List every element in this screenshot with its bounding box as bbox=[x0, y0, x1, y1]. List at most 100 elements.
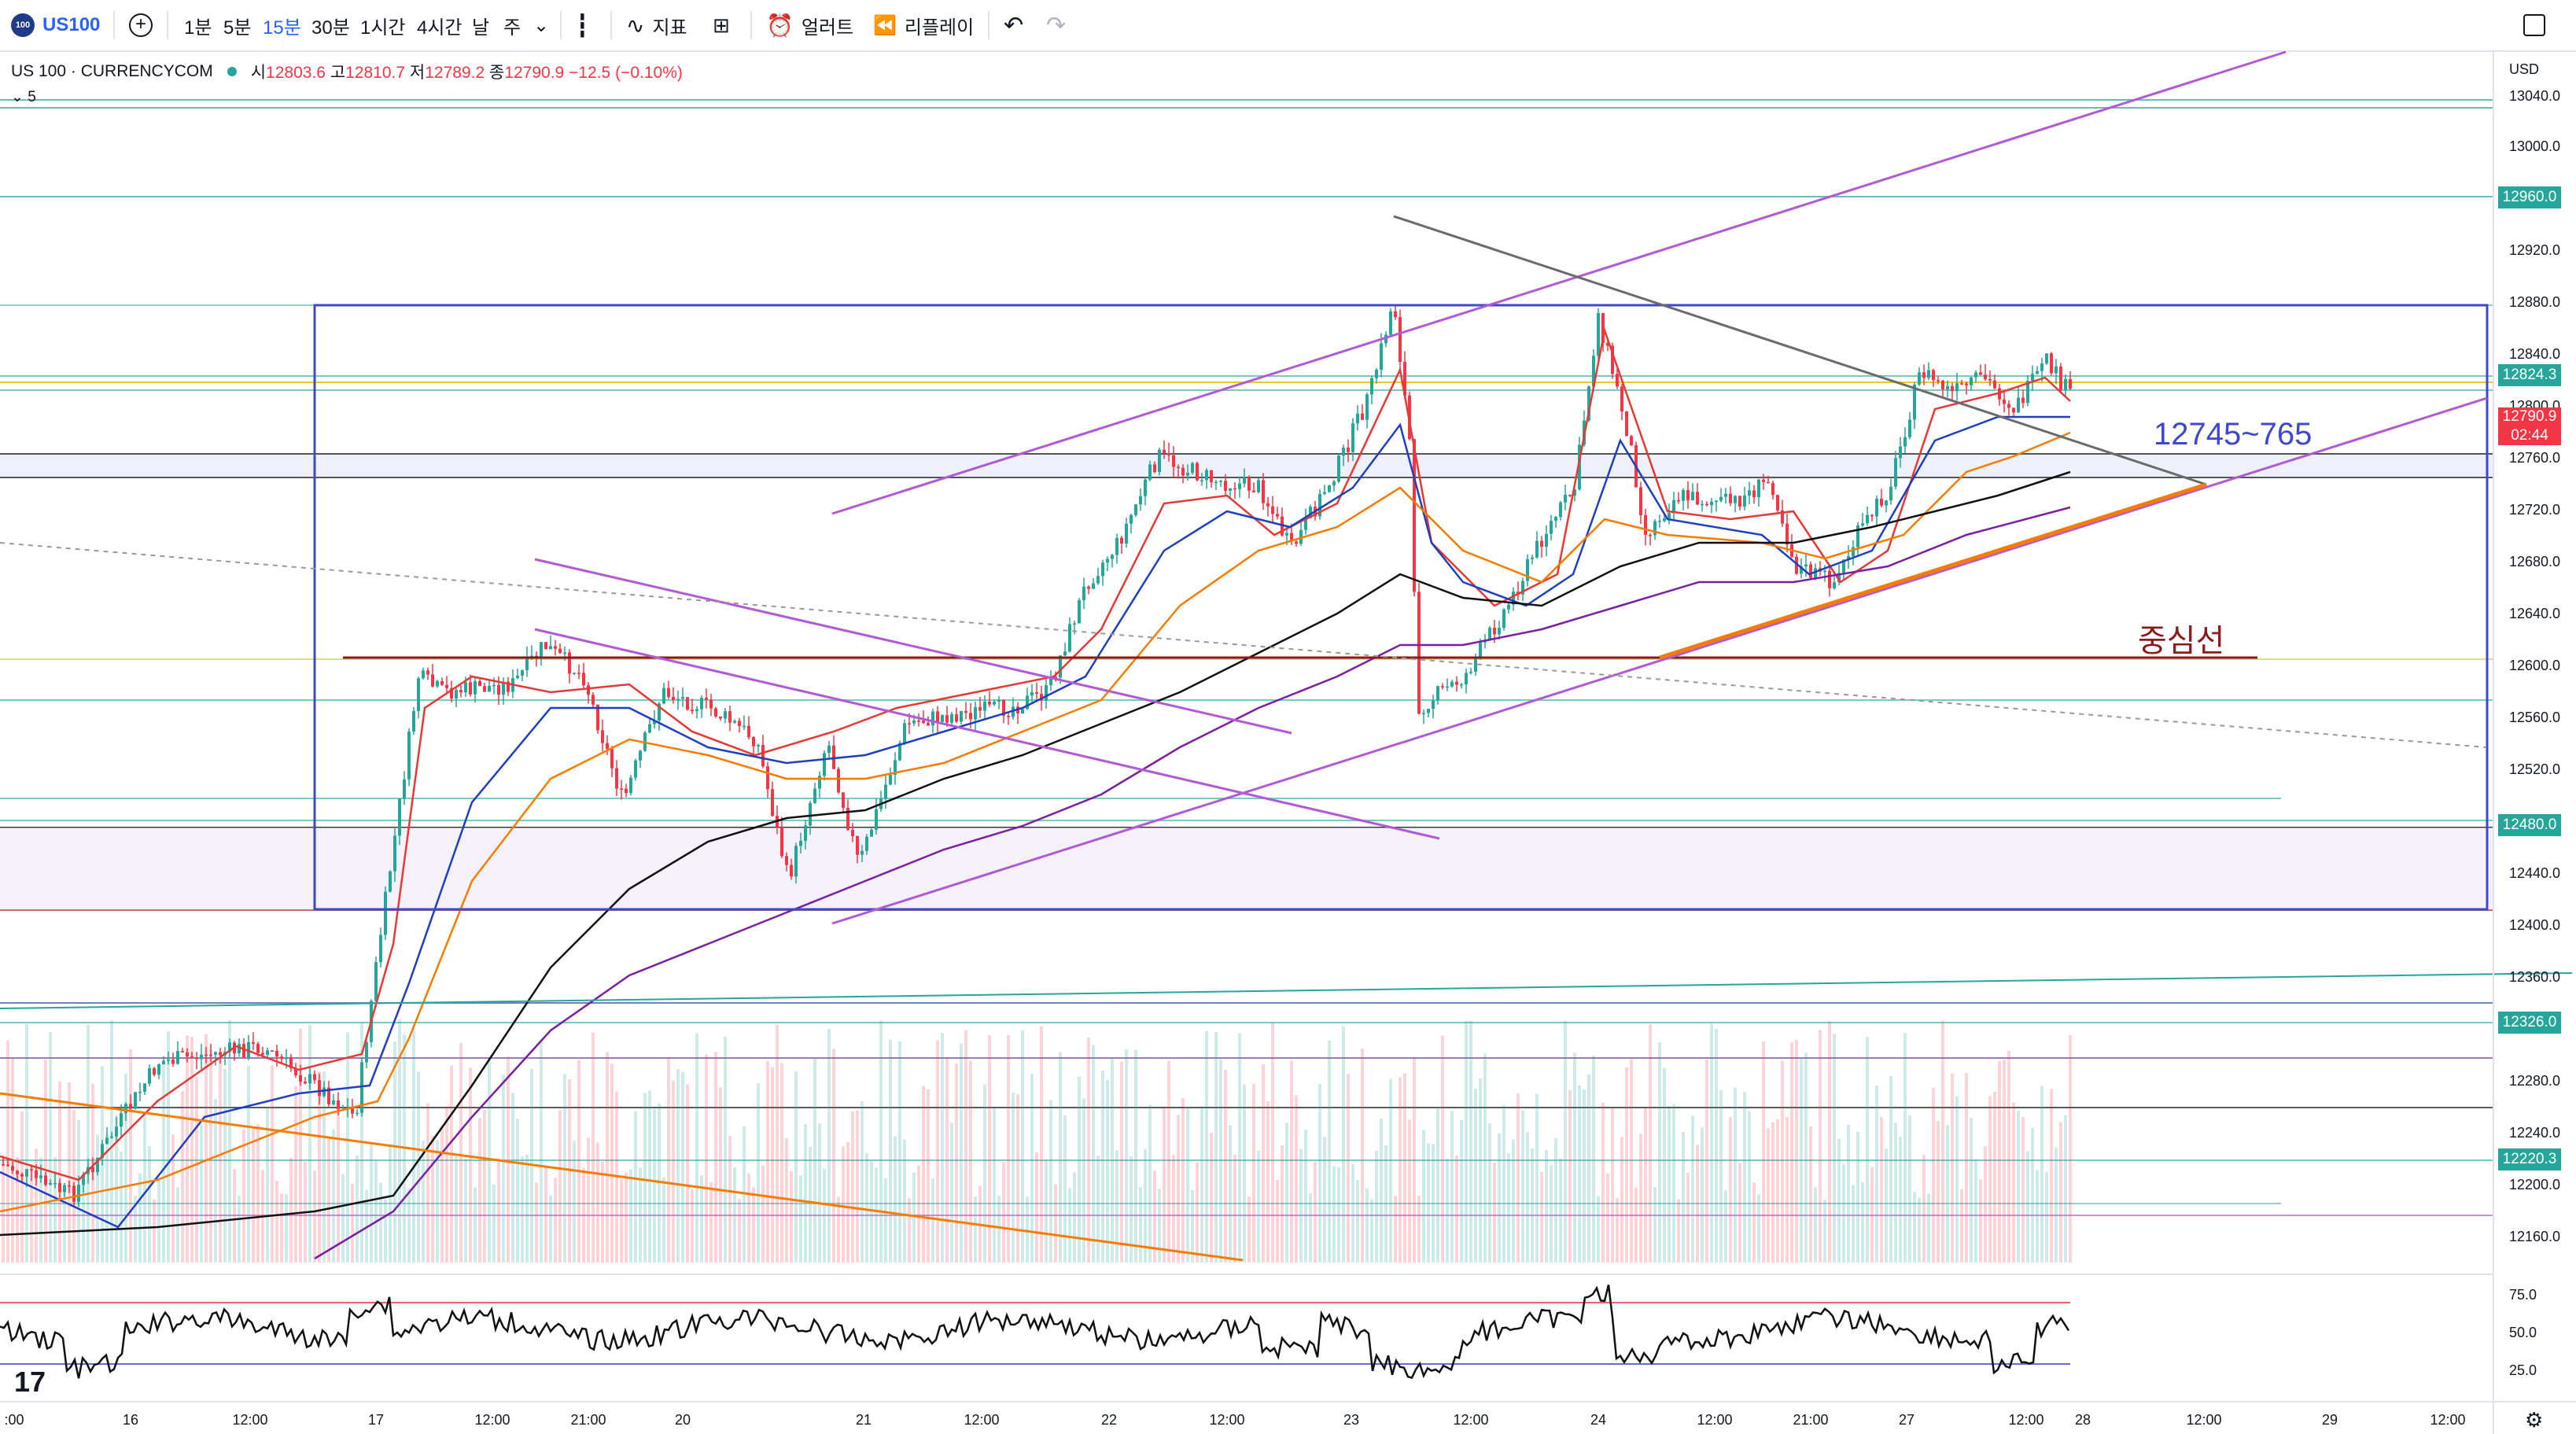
range-annotation[interactable]: 12745~765 bbox=[2154, 417, 2313, 452]
volume-bar bbox=[1106, 1079, 1109, 1263]
candle-body bbox=[1219, 481, 1222, 482]
templates-button[interactable]: ⊞ bbox=[713, 0, 730, 50]
volume-bar bbox=[766, 1061, 769, 1263]
candle-body bbox=[1474, 658, 1477, 672]
fullscreen-button[interactable] bbox=[2523, 0, 2545, 50]
price-tick: 12240.0 bbox=[2509, 1125, 2561, 1141]
volume-bar bbox=[2, 1155, 5, 1263]
volume-bar bbox=[1823, 1199, 1826, 1263]
interval-30m[interactable]: 30분 bbox=[311, 0, 350, 50]
orange-trendline-lower bbox=[0, 1092, 1244, 1262]
volume-bar bbox=[25, 1023, 28, 1263]
volume-bar bbox=[1597, 1196, 1600, 1263]
volume-bar bbox=[1970, 1118, 1973, 1263]
volume-bar bbox=[700, 1175, 703, 1263]
volume-bar bbox=[1804, 1052, 1808, 1263]
volume-bar bbox=[813, 1058, 816, 1263]
ma-blue bbox=[0, 415, 2070, 1229]
volume-bar bbox=[1922, 1155, 1926, 1263]
volume-bar bbox=[1498, 1133, 1501, 1263]
undo-button[interactable]: ↶ bbox=[1004, 0, 1023, 50]
volume-bar bbox=[728, 1136, 732, 1263]
volume-bar bbox=[846, 1141, 849, 1263]
price-tick: 12920.0 bbox=[2509, 242, 2561, 258]
volume-bar bbox=[1639, 1134, 1642, 1263]
candle-body bbox=[308, 1074, 311, 1084]
volume-bar bbox=[516, 1119, 519, 1263]
candle-body bbox=[1852, 547, 1855, 557]
candle-body bbox=[1771, 483, 1774, 496]
volume-bar bbox=[1493, 1163, 1496, 1263]
candle-body bbox=[1814, 568, 1817, 578]
volume-bar bbox=[1634, 1187, 1638, 1263]
volume-bar bbox=[1219, 1059, 1222, 1263]
volume-bar bbox=[459, 1042, 463, 1263]
interval-week[interactable]: 주 bbox=[503, 0, 521, 50]
volume-bar bbox=[478, 1118, 481, 1263]
indicator-legend-row[interactable]: ⌄ 5 bbox=[11, 88, 36, 106]
interval-1h[interactable]: 1시간 bbox=[360, 0, 406, 50]
candle-body bbox=[1007, 716, 1010, 717]
osc-tick: 50.0 bbox=[2509, 1325, 2537, 1340]
candle-body bbox=[691, 710, 694, 712]
interval-15m[interactable]: 15분 bbox=[263, 0, 301, 50]
candle-body bbox=[993, 701, 996, 705]
time-tick: 16 bbox=[122, 1412, 139, 1428]
symbol-title[interactable]: US 100 · CURRENCYCOM bbox=[11, 62, 213, 80]
indicators-button[interactable]: ∿ 지표 bbox=[626, 0, 687, 50]
time-tick: 20 bbox=[674, 1412, 691, 1428]
interval-day[interactable]: 날 bbox=[472, 0, 489, 50]
candle-body bbox=[186, 1052, 189, 1057]
candle-body bbox=[1455, 681, 1458, 685]
volume-bar bbox=[1903, 1033, 1907, 1263]
candle-body bbox=[785, 856, 788, 865]
candle-body bbox=[417, 678, 420, 711]
volume-bar bbox=[356, 1155, 359, 1263]
interval-5m[interactable]: 5분 bbox=[223, 0, 251, 50]
candle-body bbox=[709, 699, 713, 709]
candle-body bbox=[1271, 506, 1274, 514]
time-tick: 12:00 bbox=[2186, 1412, 2222, 1428]
candle-body bbox=[2031, 374, 2034, 382]
volume-bar bbox=[35, 1148, 38, 1263]
volume-bar bbox=[1040, 1026, 1043, 1263]
candle-body bbox=[1672, 500, 1675, 514]
candle-body bbox=[1045, 684, 1048, 701]
candle-body bbox=[389, 871, 392, 892]
candle-body bbox=[558, 648, 562, 654]
indicators-icon: ∿ bbox=[626, 13, 645, 38]
interval-4h[interactable]: 4시간 bbox=[417, 0, 463, 50]
interval-1m[interactable]: 1분 bbox=[184, 0, 212, 50]
symbol-search-button[interactable]: 100 US100 bbox=[11, 0, 100, 50]
volume-bar bbox=[1257, 1150, 1260, 1263]
candle-body bbox=[1833, 582, 1836, 588]
candle-body bbox=[1432, 700, 1435, 710]
candle-body bbox=[322, 1087, 326, 1097]
settings-gear-icon[interactable]: ⚙ bbox=[2525, 1408, 2544, 1432]
volume-bar bbox=[412, 1027, 415, 1263]
replay-button[interactable]: ⏪ 리플레이 bbox=[873, 0, 974, 50]
interval-label: 날 bbox=[472, 17, 490, 39]
volume-bar bbox=[1738, 1163, 1741, 1263]
candle-body bbox=[1946, 385, 1949, 390]
volume-bar bbox=[186, 1035, 189, 1263]
volume-bar bbox=[1682, 1132, 1685, 1263]
alert-button[interactable]: ⏰ 얼러트 bbox=[766, 0, 853, 50]
price-badge: 12824.3 bbox=[2498, 364, 2561, 386]
volume-bar bbox=[1115, 1150, 1118, 1263]
redo-button[interactable]: ↷ bbox=[1046, 0, 1066, 50]
volume-bar bbox=[341, 1174, 345, 1263]
volume-bar bbox=[1616, 1198, 1619, 1263]
volume-bar bbox=[1205, 1030, 1208, 1263]
compare-add-button[interactable]: + bbox=[129, 0, 153, 50]
candle-body bbox=[837, 769, 840, 793]
chart-type-button[interactable]: ┇ bbox=[576, 0, 589, 50]
candle-body bbox=[393, 835, 396, 872]
candle-body bbox=[846, 807, 849, 830]
interval-dropdown-button[interactable]: ⌄ bbox=[533, 0, 549, 50]
candle-body bbox=[1719, 496, 1723, 501]
tradingview-logo[interactable]: 17 bbox=[14, 1366, 46, 1398]
candle-body bbox=[469, 682, 472, 695]
center-line-annotation[interactable]: 중심선 bbox=[2138, 624, 2225, 658]
